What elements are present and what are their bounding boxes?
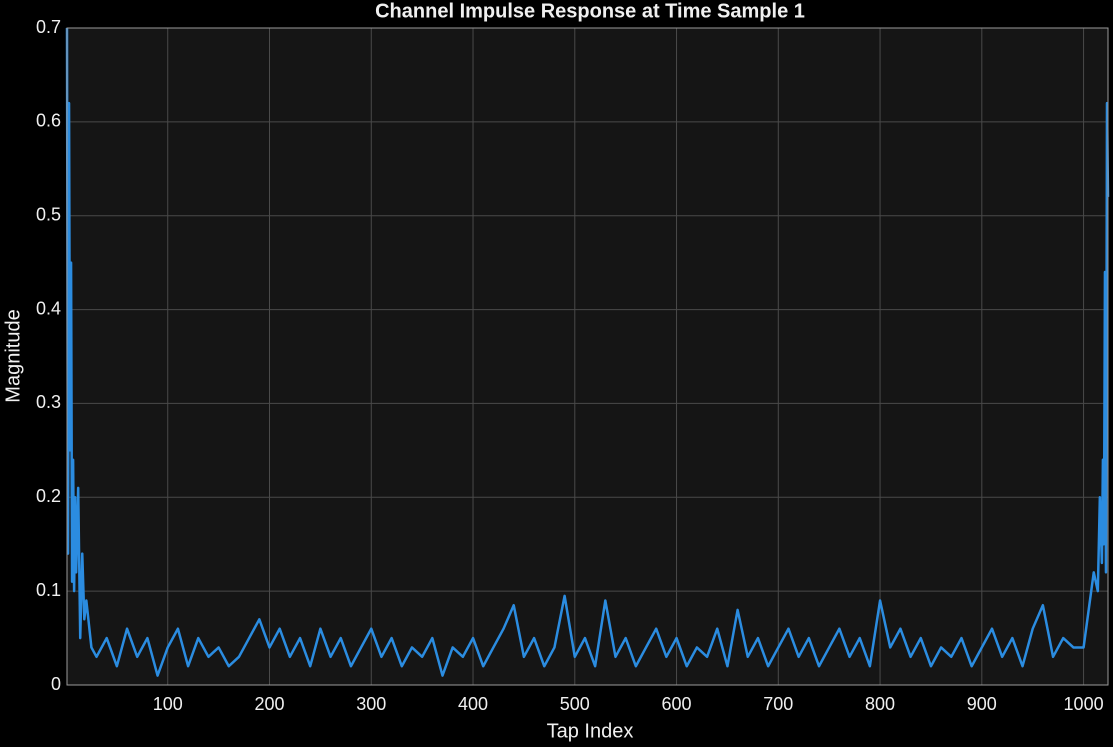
x-tick-label: 100: [153, 694, 183, 714]
plot-area: [67, 28, 1108, 685]
chart-title: Channel Impulse Response at Time Sample …: [375, 0, 805, 22]
x-axis-label: Tap Index: [547, 720, 634, 742]
plot-border: [66, 27, 1109, 686]
y-tick-label: 0: [51, 674, 61, 694]
y-tick-label: 0.6: [36, 111, 61, 131]
x-tick-label: 700: [763, 694, 793, 714]
y-tick-label: 0.4: [36, 298, 61, 318]
y-tick-label: 0.3: [36, 392, 61, 412]
y-tick-label: 0.1: [36, 580, 61, 600]
y-tick-label: 0.7: [36, 17, 61, 37]
data-line: [65, 27, 1110, 677]
x-tick-label: 900: [967, 694, 997, 714]
x-tick-label: 400: [458, 694, 488, 714]
x-tick-label: 500: [560, 694, 590, 714]
x-tick-label: 1000: [1064, 694, 1104, 714]
y-tick-label: 0.5: [36, 204, 61, 224]
y-tick-label: 0.2: [36, 486, 61, 506]
x-tick-label: 800: [865, 694, 895, 714]
x-tick-label: 600: [662, 694, 692, 714]
x-tick-label: 300: [356, 694, 386, 714]
y-axis-label: Magnitude: [2, 309, 24, 402]
x-tick-label: 200: [254, 694, 284, 714]
